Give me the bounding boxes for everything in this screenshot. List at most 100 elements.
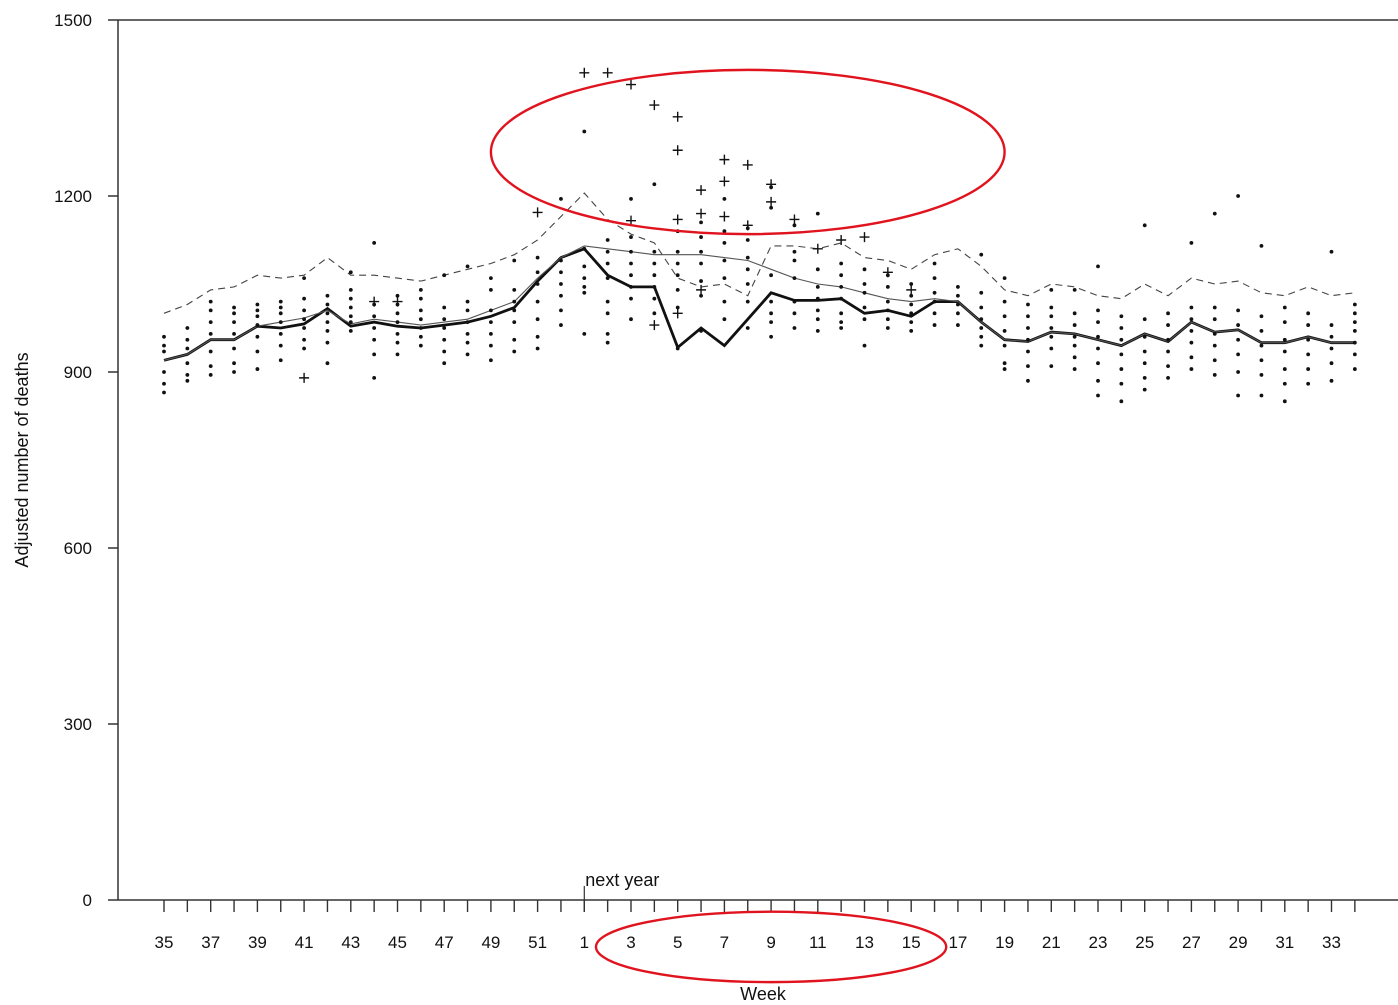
scatter-dot — [208, 373, 213, 377]
scatter-dot — [232, 361, 236, 366]
scatter-dot — [372, 241, 377, 245]
scatter-dot — [232, 320, 236, 325]
scatter-dot — [325, 361, 330, 366]
scatter-dot — [278, 311, 283, 316]
scatter-dot — [1049, 346, 1054, 351]
scatter-dot — [1329, 378, 1334, 383]
scatter-dot — [1142, 349, 1147, 354]
scatter-dot — [652, 273, 657, 278]
scatter-dot — [675, 273, 680, 278]
scatter-dot — [629, 296, 633, 301]
x-tick-label: 41 — [295, 933, 314, 952]
series-lines — [163, 192, 1355, 362]
scatter-dot — [1329, 249, 1334, 254]
scatter-dot — [162, 390, 166, 395]
scatter-dot — [582, 276, 587, 281]
scatter-dot — [839, 311, 844, 316]
scatter-dot — [769, 205, 773, 210]
scatter-dot — [862, 282, 867, 286]
scatter-dot — [559, 293, 563, 298]
scatter-dot — [1119, 337, 1124, 342]
scatter-dot — [372, 326, 377, 330]
scatter-dot — [1142, 223, 1147, 228]
scatter-dot — [418, 308, 423, 313]
scatter-dot — [979, 290, 984, 295]
y-tick-label: 1200 — [54, 187, 92, 206]
plus-marker — [672, 214, 683, 225]
scatter-dot — [956, 323, 960, 327]
y-tick-label: 300 — [64, 715, 92, 734]
scatter-dot — [1329, 346, 1334, 351]
plus-marker — [882, 267, 893, 278]
scatter-dot — [815, 211, 820, 216]
scatter-dot — [1166, 337, 1170, 342]
scatter-dot — [1212, 331, 1217, 336]
scatter-dot — [1282, 320, 1287, 325]
scatter-dot — [792, 311, 797, 316]
scatter-dot — [582, 331, 587, 336]
scatter-dot — [745, 282, 750, 286]
scatter-dot — [932, 311, 937, 316]
scatter-dot — [255, 323, 260, 327]
scatter-dot — [745, 267, 750, 272]
scatter-dot — [1096, 320, 1100, 325]
x-tick-label: 51 — [528, 933, 547, 952]
scatter-dot — [1282, 349, 1287, 354]
plus-marker — [696, 284, 707, 295]
scatter-dot — [559, 270, 563, 275]
scatter-dot — [1212, 211, 1217, 216]
scatter-dot — [348, 320, 353, 325]
scatter-dot — [792, 249, 797, 254]
scatter-dot — [395, 340, 400, 345]
scatter-dot — [1212, 358, 1217, 363]
scatter-dot — [862, 267, 867, 272]
scatter-dot — [1072, 311, 1077, 316]
scatter-dot — [489, 358, 493, 363]
scatter-dot — [1236, 194, 1240, 198]
scatter-dot — [722, 276, 727, 281]
scatter-dot — [208, 320, 213, 325]
scatter-dot — [185, 373, 190, 377]
scatter-dot — [792, 276, 797, 281]
scatter-dot — [185, 326, 190, 330]
scatter-dot — [932, 261, 937, 266]
scatter-dot — [1212, 343, 1217, 348]
plus-marker — [532, 207, 543, 218]
scatter-dot — [862, 343, 867, 348]
scatter-dot — [815, 308, 820, 313]
scatter-dot — [605, 299, 610, 304]
scatter-dot — [1142, 375, 1147, 380]
scatter-dot — [629, 235, 633, 239]
plus-marker — [719, 211, 730, 222]
scatter-dot — [1049, 287, 1054, 292]
scatter-dot — [535, 270, 540, 275]
scatter-dot — [979, 334, 984, 339]
scatter-dot — [1352, 329, 1357, 333]
plus-marker — [672, 111, 683, 122]
scatter-dot — [792, 223, 797, 228]
scatter-dot — [278, 305, 283, 310]
plus-marker — [812, 243, 823, 254]
scatter-dot — [208, 331, 213, 336]
scatter-dot — [162, 343, 166, 348]
scatter-dot — [302, 337, 306, 342]
x-tick-label: 25 — [1135, 933, 1154, 952]
scatter-dot — [699, 235, 703, 239]
scatter-dot — [208, 364, 213, 369]
scatter-dot — [1352, 320, 1357, 325]
plus-marker — [719, 154, 730, 165]
scatter-dot — [1096, 264, 1100, 269]
scatter-dot — [745, 255, 750, 260]
plus-marker — [696, 185, 707, 196]
scatter-dot — [348, 314, 353, 319]
scatter-dot — [559, 282, 563, 286]
x-tick-label: 47 — [435, 933, 454, 952]
peak-highlight-ellipse — [489, 68, 1006, 236]
scatter-dot — [909, 302, 914, 307]
scatter-dot — [605, 261, 610, 266]
scatter-dot — [1259, 343, 1264, 348]
scatter-dot — [769, 311, 773, 316]
y-tick-label: 600 — [64, 539, 92, 558]
scatter-dot — [512, 299, 517, 304]
scatter-dot — [675, 346, 680, 351]
